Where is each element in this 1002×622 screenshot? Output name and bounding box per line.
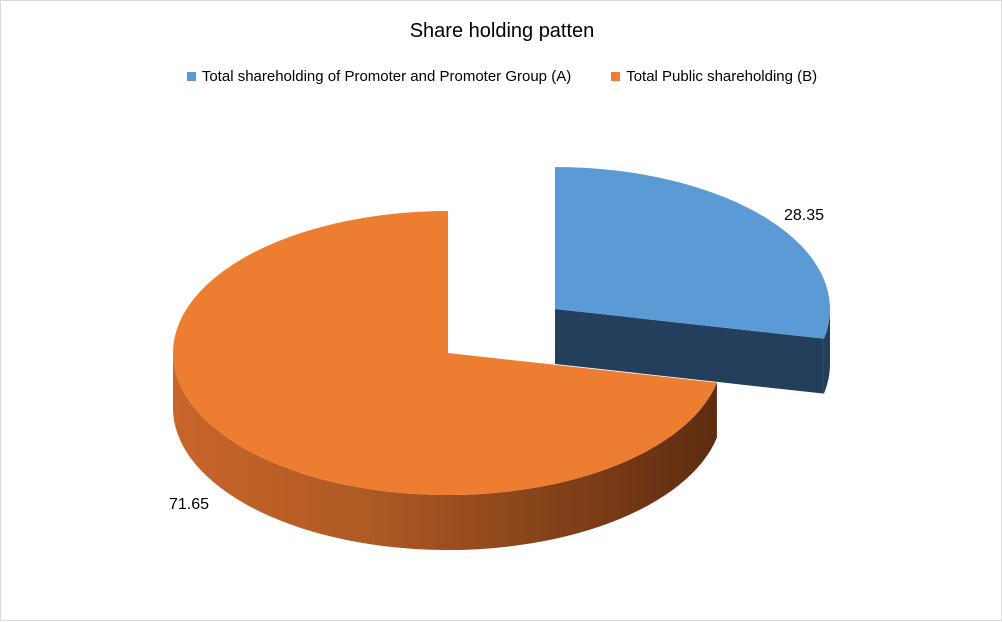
chart-title: Share holding patten <box>409 20 595 42</box>
legend-swatch-promoter <box>186 72 196 81</box>
data-label-public: 71.65 <box>169 496 209 513</box>
legend-label-promoter: Total shareholding of Promoter and Promo… <box>201 68 572 85</box>
legend-item-public: Total Public shareholding (B) <box>611 68 817 85</box>
slice-promoter <box>555 167 830 339</box>
slice-cut-promoter <box>555 309 824 394</box>
legend-label-public: Total Public shareholding (B) <box>626 68 818 85</box>
slice-side-public <box>173 353 717 550</box>
data-label-promoter: 28.35 <box>784 207 824 224</box>
legend-swatch-public <box>611 72 621 81</box>
slice-side-promoter <box>823 309 830 394</box>
legend: Total shareholding of Promoter and Promo… <box>1 68 1002 85</box>
legend-item-promoter: Total shareholding of Promoter and Promo… <box>186 68 572 85</box>
slice-public <box>172 211 717 495</box>
